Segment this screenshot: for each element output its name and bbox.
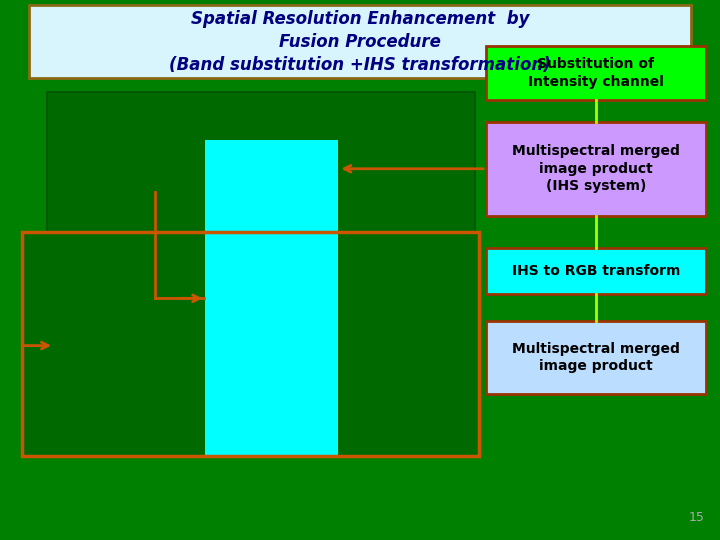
Bar <box>29 5 691 78</box>
Text: IHS to RGB transform: IHS to RGB transform <box>512 265 680 278</box>
Bar <box>486 122 706 216</box>
Bar <box>22 232 479 456</box>
Bar <box>205 140 338 456</box>
Text: Multispectral merged
image product: Multispectral merged image product <box>512 342 680 373</box>
Text: Substitution of
Intensity channel: Substitution of Intensity channel <box>528 57 664 89</box>
Text: Spatial Resolution Enhancement  by
Fusion Procedure
(Band substitution +IHS tran: Spatial Resolution Enhancement by Fusion… <box>169 10 551 74</box>
Bar <box>486 46 706 100</box>
Text: 15: 15 <box>688 511 704 524</box>
Text: Multispectral merged
image product
(IHS system): Multispectral merged image product (IHS … <box>512 144 680 193</box>
Bar <box>486 248 706 294</box>
Bar <box>47 92 475 235</box>
Bar <box>486 321 706 394</box>
Bar <box>22 232 479 456</box>
